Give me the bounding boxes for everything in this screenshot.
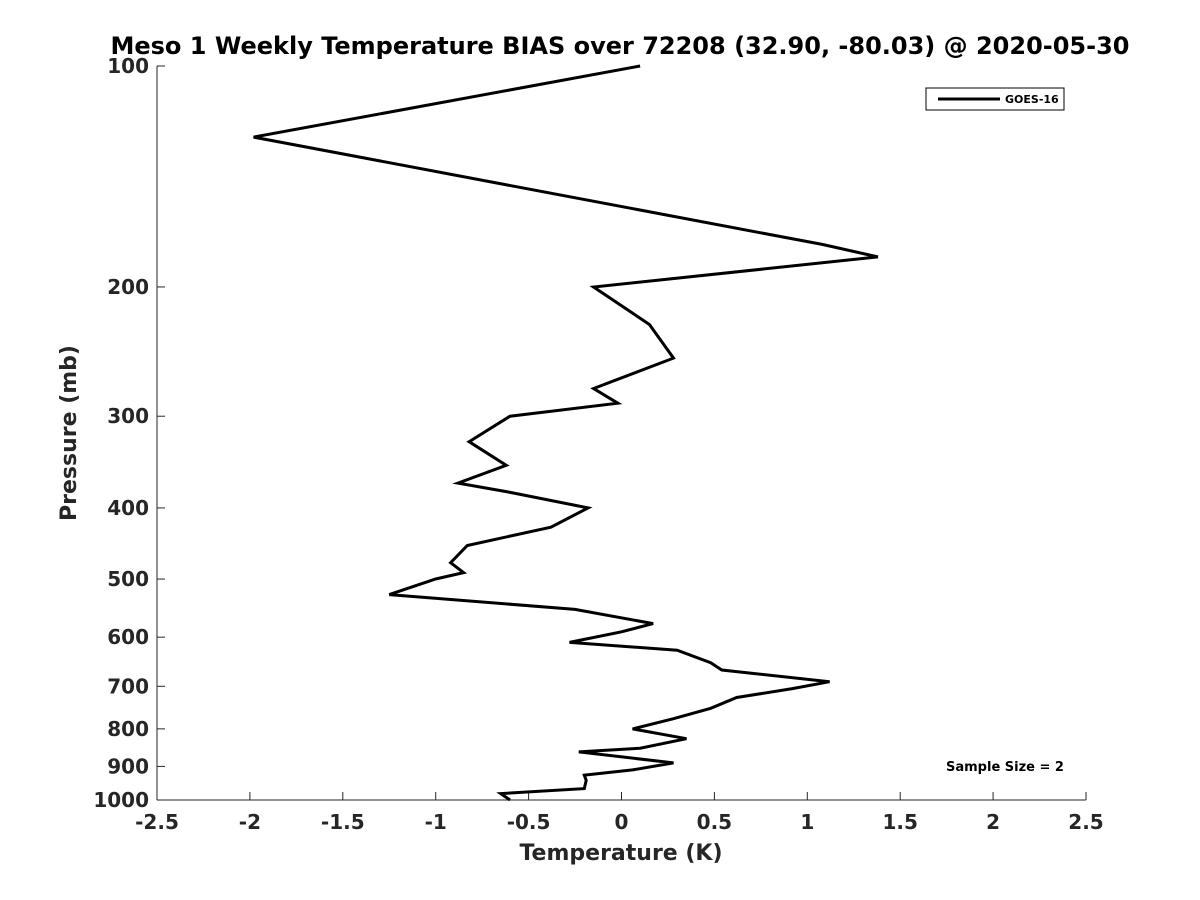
series-layer [253, 64, 879, 802]
y-tick-label: 1000 [93, 788, 149, 812]
x-tick-label: -2 [239, 810, 261, 834]
x-tick-label: -1 [425, 810, 447, 834]
x-tick-label: 1 [800, 810, 814, 834]
x-ticks: -2.5 -2 -1.5 -1 -0.5 0 0.5 1 1.5 2 2.5 [135, 792, 1104, 834]
chart-title: Meso 1 Weekly Temperature BIAS over 7220… [110, 32, 1129, 60]
y-axis-label: Pressure (mb) [57, 345, 82, 521]
y-ticks: 100 200 300 400 500 600 700 800 900 1000 [93, 54, 165, 812]
y-tick-label: 200 [107, 275, 149, 299]
x-tick-label: -2.5 [135, 810, 179, 834]
axes [156, 66, 1086, 801]
y-tick-label: 800 [107, 717, 149, 741]
sample-size-annotation: Sample Size = 2 [946, 760, 1064, 775]
y-tick-label: 400 [107, 496, 149, 520]
y-tick-label: 600 [107, 625, 149, 649]
y-tick-label: 700 [107, 674, 149, 698]
x-tick-label: -0.5 [507, 810, 551, 834]
x-tick-label: 1.5 [882, 810, 917, 834]
x-tick-label: 0.5 [697, 810, 732, 834]
x-tick-label: -1.5 [321, 810, 365, 834]
x-tick-label: 2 [986, 810, 1000, 834]
x-tick-label: 2.5 [1068, 810, 1103, 834]
x-tick-label: 0 [615, 810, 629, 834]
legend: GOES-16 [925, 87, 1065, 111]
y-tick-label: 500 [107, 567, 149, 591]
series-line-goes-16 [253, 64, 879, 802]
x-axis-label: Temperature (K) [519, 841, 722, 866]
y-tick-label: 900 [107, 754, 149, 778]
y-tick-label: 100 [107, 54, 149, 78]
y-tick-label: 300 [107, 404, 149, 428]
legend-label-goes-16: GOES-16 [1005, 93, 1059, 106]
